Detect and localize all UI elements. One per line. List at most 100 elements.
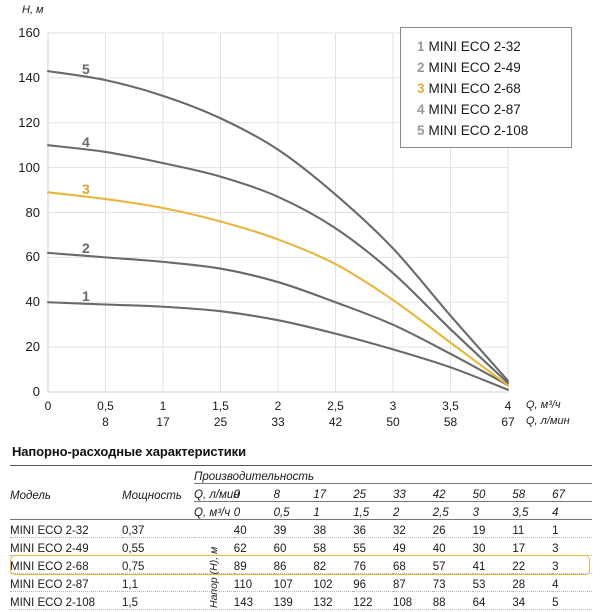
- legend-item-label: MINI ECO 2-32: [429, 39, 521, 54]
- y-tick-label: 120: [2, 115, 40, 130]
- table-cell-head: 39: [274, 520, 314, 538]
- table-header-model: Модель: [10, 484, 122, 502]
- y-tick-label: 160: [2, 25, 40, 40]
- table-cell-power: 0,55: [122, 538, 194, 556]
- table-cell-head: 30: [473, 538, 513, 556]
- x-tick-label-lmin: 58: [431, 415, 471, 429]
- x-tick-label-lmin: 50: [373, 415, 413, 429]
- x-tick-label-m3h: 3,5: [431, 399, 471, 413]
- table-cell-head: 53: [473, 574, 513, 592]
- x-tick-label-m3h: 0,5: [86, 399, 126, 413]
- legend-item-label: MINI ECO 2-108: [429, 123, 529, 138]
- table-cell-head: 76: [353, 556, 393, 574]
- table-cell-head: 34: [512, 592, 552, 610]
- table-cell-head: 40: [433, 538, 473, 556]
- table-cell-head: 62: [234, 538, 274, 556]
- table-cell-head: 41: [473, 556, 513, 574]
- table-header-flow-lmin: 8: [274, 484, 314, 502]
- legend-item-number: 4: [417, 102, 425, 117]
- y-tick-label: 80: [2, 205, 40, 220]
- curve-label-3: 3: [82, 181, 90, 197]
- legend-item-label: MINI ECO 2-68: [429, 81, 521, 96]
- table-cell-head: 88: [433, 592, 473, 610]
- y-tick-label: 20: [2, 339, 40, 354]
- table-header-spacer-power: [122, 466, 194, 484]
- table-header-flow-m3h: 2,5: [433, 502, 473, 520]
- table-header-flow-m3h: 3: [473, 502, 513, 520]
- table-vertical-axis-label: Напор (H), м: [208, 546, 220, 607]
- table-cell-model: MINI ECO 2-108: [10, 592, 122, 610]
- table-cell-head: 11: [512, 520, 552, 538]
- x-axis-title-m3h: Q, м³/ч: [526, 399, 561, 411]
- x-tick-label-m3h: 2: [258, 399, 298, 413]
- legend-item: 5 MINI ECO 2-108: [417, 120, 571, 141]
- y-tick-label: 100: [2, 160, 40, 175]
- table-header-flow-lmin: 33: [393, 484, 433, 502]
- performance-table-section: Напорно-расходные характеристики Произво…: [10, 444, 592, 612]
- table-cell-head: 107: [274, 574, 314, 592]
- curve-label-2: 2: [82, 240, 90, 256]
- table-header-spacer-model-2: [10, 502, 122, 520]
- table-cell-head: 28: [512, 574, 552, 592]
- legend-item-number: 2: [417, 60, 425, 75]
- table-cell-head: 32: [393, 520, 433, 538]
- table-cell-head: 122: [353, 592, 393, 610]
- table-header-power: Мощность: [122, 484, 194, 502]
- table-cell-head: 3: [552, 538, 592, 556]
- table-cell-head: 55: [353, 538, 393, 556]
- table-cell-model: MINI ECO 2-49: [10, 538, 122, 556]
- table-cell-power: 0,75: [122, 556, 194, 574]
- table-header-flow-lmin: 42: [433, 484, 473, 502]
- x-tick-label-lmin: 8: [86, 415, 126, 429]
- table-cell-head: 87: [393, 574, 433, 592]
- legend-item: 2 MINI ECO 2-49: [417, 57, 571, 78]
- x-tick-label-m3h: 1: [143, 399, 183, 413]
- table-cell-model: MINI ECO 2-68: [10, 556, 122, 574]
- table-header-spacer-power-2: [122, 502, 194, 520]
- table-cell-head: 49: [393, 538, 433, 556]
- table-header-flow-lmin: 0: [234, 484, 274, 502]
- x-tick-label-m3h: 1,5: [201, 399, 241, 413]
- x-tick-label-lmin: 25: [201, 415, 241, 429]
- x-tick-label-lmin: 33: [258, 415, 298, 429]
- legend-item-label: MINI ECO 2-49: [429, 60, 521, 75]
- x-tick-label-lmin: 42: [316, 415, 356, 429]
- table-cell-head: 1: [552, 520, 592, 538]
- table-cell-head: 132: [313, 592, 353, 610]
- table-cell-head: 40: [234, 520, 274, 538]
- table-cell-head: 26: [433, 520, 473, 538]
- table-header-flow-lmin: 25: [353, 484, 393, 502]
- table-cell-head: 143: [234, 592, 274, 610]
- x-axis-title-lmin: Q, л/мин: [526, 415, 570, 427]
- x-tick-label-m3h: 3: [373, 399, 413, 413]
- x-tick-label-m3h: 4: [488, 399, 528, 413]
- table-cell-power: 1,1: [122, 574, 194, 592]
- table-header-flow-m3h: 1,5: [353, 502, 393, 520]
- legend-item-number: 5: [417, 123, 425, 138]
- table-cell-head: 36: [353, 520, 393, 538]
- y-axis-title: H, м: [22, 4, 44, 16]
- table-cell-head: 5: [552, 592, 592, 610]
- curve-label-4: 4: [82, 134, 90, 150]
- x-tick-label-m3h: 0: [28, 399, 68, 413]
- table-header-row-capacity: Производительность: [10, 466, 592, 484]
- table-cell-head: 57: [433, 556, 473, 574]
- table-header-flow-lmin: 58: [512, 484, 552, 502]
- y-tick-label: 0: [2, 384, 40, 399]
- table-cell-head: 17: [512, 538, 552, 556]
- table-cell-head: 4: [552, 574, 592, 592]
- table-header-flow-m3h: 4: [552, 502, 592, 520]
- table-title: Напорно-расходные характеристики: [12, 444, 592, 459]
- table-cell-head: 64: [473, 592, 513, 610]
- table-cell-head: 82: [313, 556, 353, 574]
- table-header-flow-lmin: 17: [313, 484, 353, 502]
